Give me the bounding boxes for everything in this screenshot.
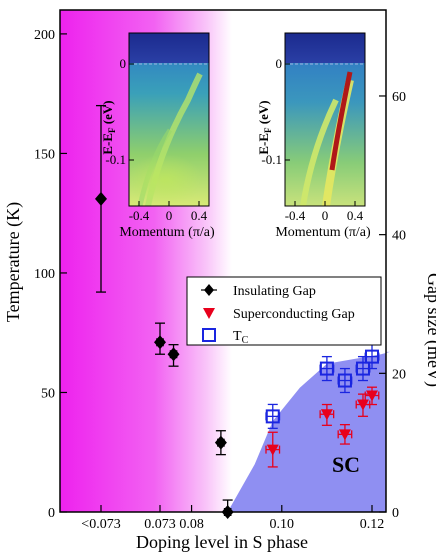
y-left-tick-label: 0: [48, 506, 55, 521]
inset-y-tick-label: -0.1: [105, 152, 126, 167]
inset-x-axis-title: Momentum (π/a): [119, 225, 215, 240]
x-tick-label: 0.073: [144, 517, 176, 532]
y-right-tick-label: 40: [392, 229, 406, 244]
inset-y-tick-label: -0.1: [261, 152, 282, 167]
data-marks: [95, 104, 380, 519]
x-tick-label: 0.12: [360, 517, 385, 532]
y-left-tick-label: 200: [34, 28, 55, 43]
inset-y-tick-label: 0: [120, 56, 127, 71]
inset-y-tick-label: 0: [276, 56, 283, 71]
legend-box: [186, 276, 382, 346]
y-right-tick-label: 60: [392, 90, 406, 105]
data-point: [337, 373, 352, 388]
data-point: [154, 335, 166, 350]
x-tick-label: 0.08: [179, 517, 204, 532]
y-right-tick-label: 20: [392, 367, 406, 382]
data-point: [338, 429, 351, 441]
x-axis-title: Doping level in S phase: [136, 532, 308, 552]
data-point: [266, 444, 279, 456]
data-point: [320, 409, 333, 421]
inset-x-tick-label: 0: [322, 208, 329, 223]
inset-x-tick-label: 0: [166, 208, 173, 223]
y-axis-title-right: Gap size (meV): [423, 273, 436, 387]
data-point: [366, 390, 378, 402]
y-left-tick-label: 50: [41, 386, 55, 401]
y-left-tick-label: 100: [34, 267, 55, 282]
right-inset: [284, 32, 366, 207]
data-point: [214, 435, 227, 450]
inset-x-axis-title: Momentum (π/a): [275, 225, 371, 240]
legend-label: Insulating Gap: [233, 284, 316, 299]
legend-marker: [202, 328, 216, 342]
region-label-sc: SC: [332, 452, 360, 477]
inset-y-axis-title: E-EF (eV): [256, 100, 273, 154]
y-left-tick-label: 150: [34, 147, 55, 162]
legend-marker: [203, 308, 215, 319]
axes: 0 50 100 150 200 0 20 40 60 <0.073 0.073 0.08 0.10 0.…: [34, 28, 406, 532]
inset-panels: [127, 32, 366, 207]
left-inset: [127, 32, 210, 207]
legend-label: Superconducting Gap: [233, 307, 355, 322]
inset-y-axis-title: E-EF (eV): [100, 100, 117, 154]
inset-x-tick-label: 0.4: [191, 208, 208, 223]
inset-labels: 0 -0.1 -0.4 0 0.4 Momentum (π/a) E-EF (eV) 0 -0.…: [100, 56, 371, 240]
data-point: [365, 349, 379, 364]
data-point: [167, 347, 180, 362]
x-tick-label: 0.10: [270, 517, 295, 532]
y-right-tick-label: 0: [392, 506, 399, 521]
x-tick-label: <0.073: [81, 517, 120, 532]
inset-x-tick-label: -0.4: [285, 208, 306, 223]
data-point: [356, 399, 369, 411]
inset-x-tick-label: 0.4: [347, 208, 364, 223]
sc-dome-region: [227, 351, 391, 512]
inset-x-tick-label: -0.4: [129, 208, 150, 223]
data-point: [95, 191, 107, 206]
data-point: [265, 409, 280, 424]
data-point: [319, 361, 334, 376]
y-axis-title-left: Temperature (K): [3, 202, 24, 322]
data-point: [221, 505, 234, 519]
